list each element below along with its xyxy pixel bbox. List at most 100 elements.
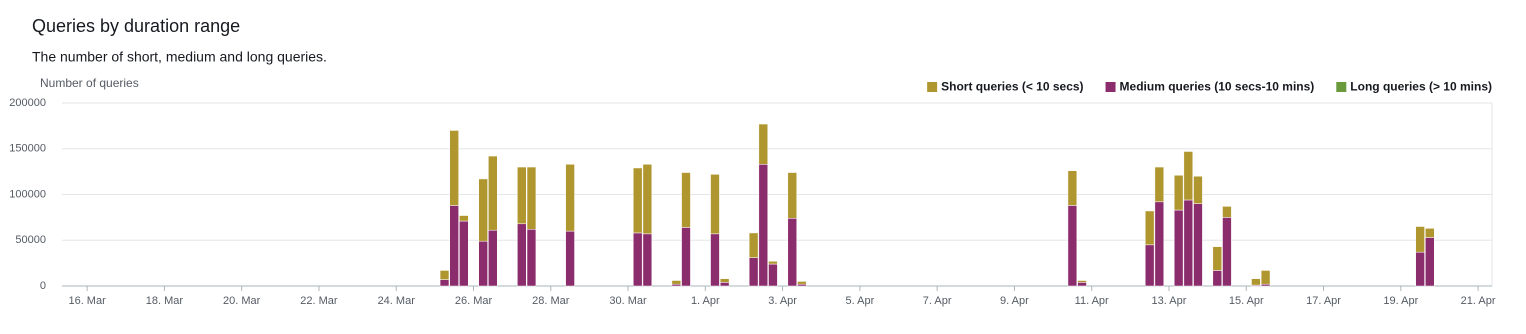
bar-segment: [787, 218, 797, 287]
y-tick-label: 100000: [9, 188, 46, 200]
bar-segment: [1154, 166, 1165, 203]
y-axis-label: Number of queries: [40, 76, 139, 90]
bar-segment: [710, 233, 720, 287]
bar-segment: [1067, 205, 1078, 287]
bar-segment: [1173, 175, 1184, 211]
bar-segment: [439, 279, 450, 287]
bar-segment: [768, 261, 778, 265]
legend-label: Long queries (> 10 mins): [1350, 80, 1492, 94]
bar-segment: [1425, 228, 1435, 238]
bar-segment: [758, 123, 768, 165]
bar-segment: [1154, 201, 1165, 287]
bar-segment: [1212, 270, 1222, 287]
bar-segment: [1415, 251, 1425, 287]
x-tick-label: 26. Mar: [455, 295, 493, 307]
legend-item: Medium queries (10 secs-10 mins): [1105, 80, 1315, 94]
x-tick-label: 9. Apr: [1000, 295, 1029, 307]
bar-segment: [478, 240, 488, 287]
y-tick-label: 150000: [9, 143, 46, 155]
bar-segment: [1193, 175, 1203, 204]
bar-segment: [1425, 237, 1435, 287]
bar-segment: [526, 166, 537, 230]
legend-item: Long queries (> 10 mins): [1336, 80, 1492, 94]
x-tick-label: 18. Mar: [146, 295, 184, 307]
bar-segment: [1173, 209, 1184, 287]
chart-subtitle: The number of short, medium and long que…: [32, 49, 327, 65]
legend-label: Medium queries (10 secs-10 mins): [1120, 80, 1315, 94]
bar-segment: [681, 227, 691, 287]
x-tick-label: 17. Apr: [1306, 295, 1341, 307]
bar-segment: [1251, 278, 1261, 286]
bar-segment: [1183, 151, 1193, 201]
x-tick-label: 22. Mar: [300, 295, 338, 307]
x-tick-label: 19. Apr: [1383, 295, 1418, 307]
bar-segment: [642, 164, 653, 235]
bar-segment: [439, 270, 450, 280]
x-tick-label: 21. Apr: [1461, 295, 1496, 307]
bar-segment: [1222, 206, 1232, 218]
bar-segment: [1183, 199, 1193, 287]
legend-swatch: [927, 82, 938, 92]
bar-segment: [1212, 246, 1222, 271]
bar-segment: [478, 178, 488, 242]
bar-segment: [1415, 226, 1425, 253]
legend-swatch: [1336, 82, 1347, 92]
bar-segment: [758, 164, 768, 287]
x-tick-label: 30. Mar: [609, 295, 647, 307]
bar-segment: [671, 283, 682, 287]
x-tick-label: 5. Apr: [846, 295, 875, 307]
bar-segment: [768, 263, 778, 287]
bar-segment: [671, 280, 682, 285]
bar-segment: [748, 257, 759, 287]
bar-segment: [459, 215, 469, 222]
bar-segment: [1260, 270, 1271, 285]
bar-segment: [719, 278, 730, 283]
bar-segment: [1193, 203, 1203, 287]
bar-segment: [526, 229, 537, 287]
legend-label: Short queries (< 10 secs): [941, 80, 1083, 94]
x-tick-label: 20. Mar: [223, 295, 261, 307]
legend: Short queries (< 10 secs) Medium queries …: [927, 80, 1492, 94]
x-tick-label: 7. Apr: [923, 295, 952, 307]
bar-segment: [1222, 217, 1232, 287]
bar-segment: [787, 172, 797, 219]
bar-segment: [488, 155, 498, 231]
bar-segment: [642, 233, 653, 287]
bar-segment: [459, 220, 469, 287]
x-tick-label: 16. Mar: [68, 295, 106, 307]
legend-item: Short queries (< 10 secs): [927, 80, 1084, 94]
bar-segment: [797, 283, 807, 287]
bar-segment: [1144, 244, 1155, 287]
bar-segment: [517, 223, 527, 287]
x-tick-label: 3. Apr: [768, 295, 797, 307]
bar-segment: [1067, 170, 1078, 206]
x-tick-label: 11. Apr: [1075, 295, 1109, 307]
bar-segment: [719, 282, 730, 287]
x-tick-label: 28. Mar: [532, 295, 570, 307]
y-tick-label: 0: [40, 280, 46, 292]
bar-segment: [748, 232, 759, 258]
bar-segment: [1077, 280, 1087, 283]
bar-segment: [517, 166, 527, 225]
x-tick-label: 1. Apr: [691, 295, 720, 307]
bar-segment: [449, 205, 459, 287]
x-tick-label: 24. Mar: [378, 295, 416, 307]
legend-swatch: [1105, 82, 1116, 92]
y-tick-label: 200000: [9, 97, 46, 109]
bar-segment: [1077, 282, 1087, 287]
bar-segment: [681, 172, 691, 228]
bar-segment: [633, 232, 643, 287]
bar-segment: [488, 229, 498, 287]
bar-segment: [565, 230, 575, 287]
x-tick-label: 13. Apr: [1152, 295, 1187, 307]
bar-segment: [1144, 210, 1155, 246]
bar-segment: [1260, 283, 1271, 287]
bar-segment: [565, 164, 575, 232]
chart-title: Queries by duration range: [32, 16, 240, 36]
bar-segment: [633, 167, 643, 234]
x-tick-label: 15. Apr: [1229, 295, 1264, 307]
bar-segment: [449, 130, 459, 206]
y-tick-label: 50000: [15, 234, 46, 246]
bar-segment: [797, 281, 807, 285]
